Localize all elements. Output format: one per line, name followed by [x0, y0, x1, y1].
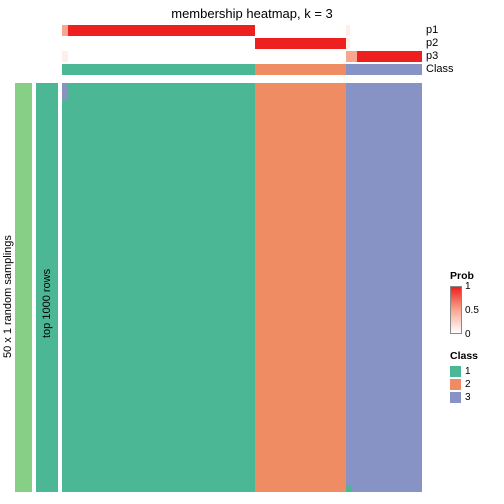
leftbar-samplings: [15, 83, 32, 492]
heatmap-body: [62, 83, 422, 492]
legend-prob-tick: 1: [465, 282, 471, 292]
heatmap-cell: [68, 83, 254, 492]
segment: [357, 51, 422, 62]
legend-swatch: [450, 366, 461, 377]
row-label-p1: p1: [426, 24, 438, 36]
annotation-row-class: [62, 64, 422, 75]
legend-label: 1: [465, 366, 471, 377]
legend-class-title: Class: [450, 350, 478, 362]
annotation-row-p3: [62, 51, 422, 62]
segment: [68, 25, 255, 36]
segment: [62, 64, 255, 75]
segment: [255, 38, 346, 49]
legend-class-item: 2: [450, 379, 478, 390]
legend-prob: Prob 10.50: [450, 270, 474, 334]
segment: [68, 51, 255, 62]
legend-prob-ramp: 10.50: [450, 286, 462, 334]
row-label-p2: p2: [426, 37, 438, 49]
legend-label: 3: [465, 392, 471, 403]
heatmap-cell: [352, 83, 422, 492]
legend-swatch: [450, 379, 461, 390]
segment: [350, 38, 422, 49]
segment: [62, 38, 255, 49]
legend-class-item: 1: [450, 366, 478, 377]
segment: [346, 51, 358, 62]
annotation-row-p1: [62, 25, 422, 36]
legend-class-item: 3: [450, 392, 478, 403]
legend-prob-tick: 0: [465, 330, 471, 340]
legend-class-items: 1 2 3: [450, 366, 478, 403]
segment: [350, 25, 422, 36]
segment: [255, 25, 346, 36]
annotation-row-p2: [62, 38, 422, 49]
segment: [255, 51, 346, 62]
chart-title: membership heatmap, k = 3: [0, 6, 504, 21]
legend-prob-tick: 0.5: [465, 306, 479, 316]
legend-swatch: [450, 392, 461, 403]
side-label-toprows: top 1000 rows: [41, 238, 53, 338]
heatmap-cell: [255, 83, 346, 492]
side-label-samplings: 50 x 1 random samplings: [2, 218, 14, 358]
segment: [255, 64, 346, 75]
row-label-p3: p3: [426, 50, 438, 62]
legend-class: Class 1 2 3: [450, 350, 478, 405]
legend-label: 2: [465, 379, 471, 390]
segment: [346, 64, 422, 75]
row-label-class: Class: [426, 63, 454, 75]
heatmap-figure: membership heatmap, k = 3 p1 p2 p3 Class…: [0, 0, 504, 504]
